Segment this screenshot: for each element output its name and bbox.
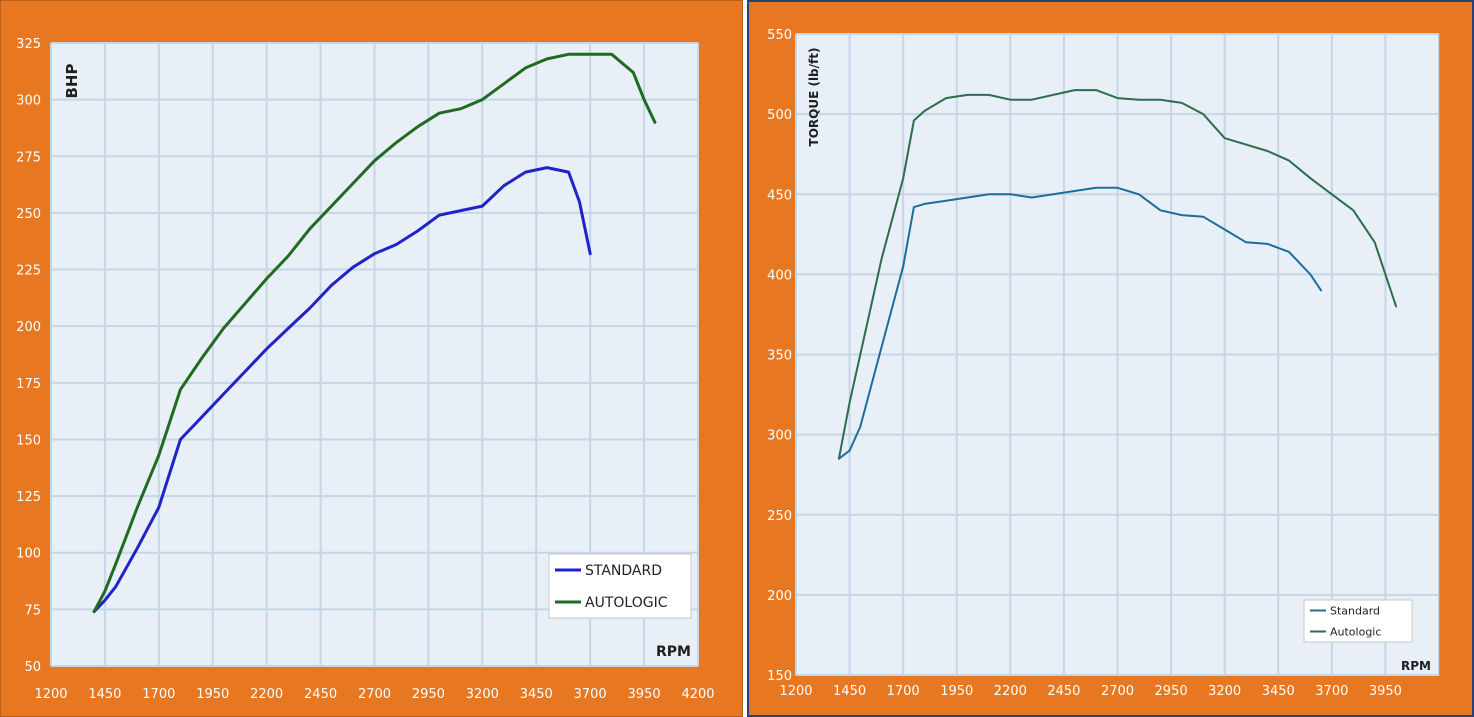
series-line-autologic [837, 89, 1398, 460]
y-tick-label: 550 [767, 28, 792, 43]
y-tick-label: 350 [767, 349, 792, 364]
x-tick-label: 3450 [520, 687, 553, 702]
x-tick-label: 2700 [358, 687, 391, 702]
x-tick-label: 2450 [304, 687, 337, 702]
y-tick-label: 75 [24, 603, 41, 618]
y-axis-title: TORQUE (lb/ft) [807, 48, 821, 147]
x-tick-label: 3950 [1369, 684, 1402, 699]
y-tick-label: 150 [767, 669, 792, 684]
x-tick-label: 2950 [1155, 684, 1188, 699]
x-tick-label: 3450 [1262, 684, 1295, 699]
x-tick-label: 1950 [940, 684, 973, 699]
legend-box [548, 553, 692, 619]
series-line-standard [92, 166, 592, 614]
torque-chart: 1200 1450 1700 1950 2200 2450 2700 2950 3200 3450… [767, 28, 1440, 699]
legend-box [1303, 599, 1413, 643]
x-tick-label: 1200 [779, 684, 812, 699]
y-tick-label: 50 [24, 660, 41, 675]
y-tick-label: 400 [767, 268, 792, 283]
y-tick-label: 275 [16, 150, 41, 165]
y-tick-label: 250 [16, 207, 41, 222]
x-tick-label: 1450 [88, 687, 121, 702]
y-tick-label: 200 [767, 589, 792, 604]
y-tick-label: 150 [16, 433, 41, 448]
series-line-standard [837, 186, 1323, 460]
y-tick-label: 450 [767, 188, 792, 203]
legend-label: Autologic [1330, 625, 1381, 638]
x-tick-label: 1700 [887, 684, 920, 699]
series-line-autologic [92, 52, 657, 614]
x-tick-label: 1950 [196, 687, 229, 702]
x-tick-label: 2200 [250, 687, 283, 702]
y-tick-label: 300 [16, 94, 41, 109]
x-tick-label: 1700 [142, 687, 175, 702]
x-tick-label: 2700 [1101, 684, 1134, 699]
bhp-chart: 1200 1450 1700 1950 2200 2450 2700 2950 3200 3450… [16, 37, 714, 702]
y-axis-title: BHP [63, 64, 81, 99]
y-tick-label: 325 [16, 37, 41, 52]
y-tick-label: 175 [16, 377, 41, 392]
x-axis-title: RPM [1401, 659, 1431, 673]
x-tick-label: 2450 [1047, 684, 1080, 699]
torque-chart-panel: 1200 1450 1700 1950 2200 2450 2700 2950 3200 3450… [747, 0, 1474, 717]
x-axis-title: RPM [656, 644, 691, 660]
legend-label: Standard [1330, 604, 1380, 617]
y-tick-label: 100 [16, 547, 41, 562]
x-tick-label: 1450 [833, 684, 866, 699]
x-tick-label: 3700 [574, 687, 607, 702]
x-tick-label: 1200 [34, 687, 67, 702]
legend-label: AUTOLOGIC [585, 595, 668, 611]
bhp-chart-panel: 1200 1450 1700 1950 2200 2450 2700 2950 3200 3450… [0, 0, 743, 717]
x-tick-label: 3200 [466, 687, 499, 702]
y-tick-label: 225 [16, 264, 41, 279]
x-tick-label: 3950 [628, 687, 661, 702]
x-tick-label: 2950 [412, 687, 445, 702]
y-tick-label: 200 [16, 320, 41, 335]
x-tick-label: 2200 [994, 684, 1027, 699]
y-tick-label: 250 [767, 509, 792, 524]
y-tick-label: 125 [16, 490, 41, 505]
legend-label: STANDARD [585, 563, 662, 579]
y-tick-label: 500 [767, 108, 792, 123]
y-tick-label: 300 [767, 429, 792, 444]
x-tick-label: 4200 [681, 687, 714, 702]
x-tick-label: 3700 [1315, 684, 1348, 699]
x-tick-label: 3200 [1208, 684, 1241, 699]
